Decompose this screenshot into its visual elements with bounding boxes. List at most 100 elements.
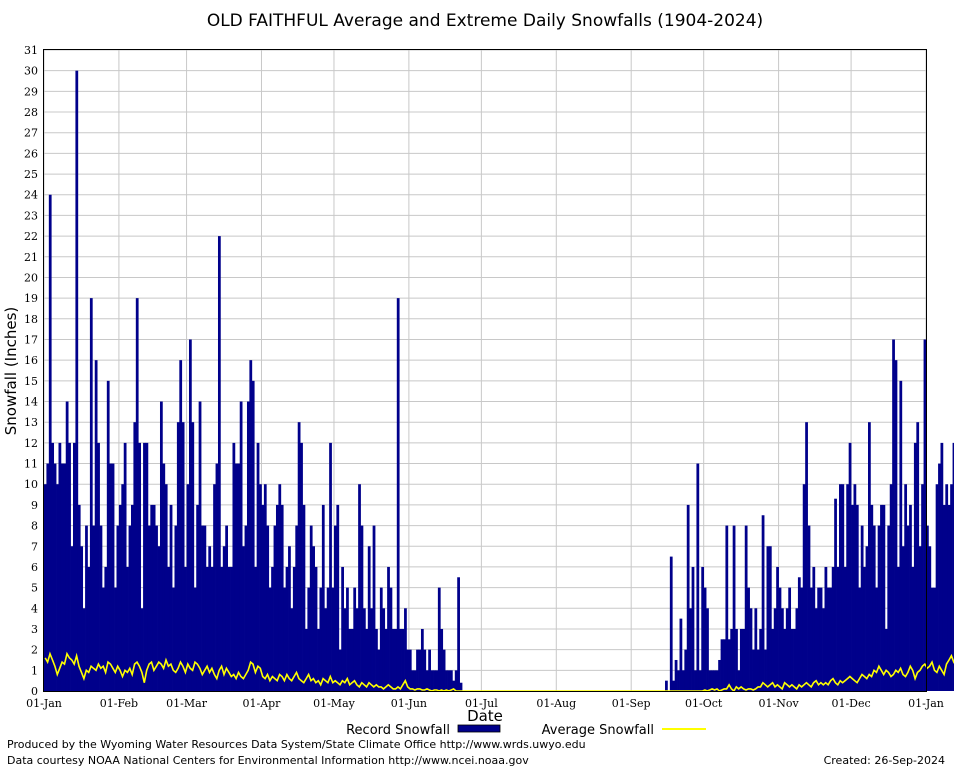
record-bar [44, 484, 47, 691]
y-tick-label: 9 [31, 499, 38, 512]
record-bar [853, 484, 857, 691]
record-bar [126, 566, 129, 691]
record-bar [375, 628, 378, 691]
record-bar [256, 442, 260, 691]
record-bar [768, 546, 772, 691]
record-bar [145, 442, 149, 691]
record-bar [819, 587, 823, 691]
record-bar [725, 525, 729, 691]
record-bar [457, 577, 460, 691]
y-tick-label: 4 [31, 602, 38, 615]
record-bar [82, 608, 86, 691]
record-bar [897, 566, 900, 691]
record-bar [672, 680, 676, 691]
record-bar [150, 504, 154, 691]
record-bar [118, 504, 122, 691]
x-tick-label: 01-Sep [612, 697, 651, 710]
record-bar [940, 442, 944, 691]
record-bar [694, 670, 697, 691]
record-bar [348, 628, 352, 691]
record-bar [215, 463, 219, 691]
record-bar [123, 442, 127, 691]
record-bar [416, 649, 419, 691]
record-bar [698, 670, 702, 691]
record-bar [188, 339, 192, 691]
record-bar [379, 587, 383, 691]
record-bar [94, 360, 98, 691]
y-axis-ticks: 0123456789101112131415161718192021222324… [24, 44, 38, 698]
record-bar [72, 442, 76, 691]
y-tick-label: 16 [24, 354, 38, 367]
record-bar [841, 484, 845, 691]
record-bar [205, 566, 209, 691]
record-bar [387, 566, 390, 691]
record-bar [761, 515, 765, 691]
record-bar [851, 504, 854, 691]
record-bar [904, 484, 908, 691]
record-bar [68, 442, 71, 691]
record-bar [880, 504, 883, 691]
y-tick-label: 6 [31, 561, 38, 574]
record-bar [362, 608, 366, 691]
record-bar [689, 608, 692, 691]
record-bar [266, 525, 270, 691]
record-bar [839, 484, 842, 691]
y-tick-label: 23 [24, 209, 38, 222]
record-bar [708, 670, 712, 691]
record-bar [396, 298, 400, 691]
record-bar [174, 525, 178, 691]
y-tick-label: 12 [24, 437, 38, 450]
record-bar [193, 587, 197, 691]
record-bar [261, 504, 265, 691]
record-bar [754, 608, 758, 691]
record-bar [710, 670, 714, 691]
record-bar [435, 670, 439, 691]
record-bar [297, 422, 301, 691]
record-bar [865, 546, 869, 691]
record-bar [916, 422, 920, 691]
record-bar [246, 401, 250, 691]
record-bar [56, 484, 59, 691]
record-bar [913, 442, 917, 691]
record-bar [911, 566, 915, 691]
record-bar [111, 463, 115, 691]
record-bar [872, 525, 876, 691]
record-bar [290, 608, 294, 691]
record-bar [868, 422, 871, 691]
x-tick-label: 01-May [313, 697, 356, 710]
record-bar [283, 587, 286, 691]
record-bar [140, 608, 144, 691]
record-bar [797, 577, 801, 691]
record-bar [766, 546, 770, 691]
record-bar [138, 442, 142, 691]
record-bar [239, 401, 243, 691]
y-tick-label: 10 [24, 478, 38, 491]
record-bar [319, 587, 323, 691]
record-bar [425, 670, 429, 691]
y-tick-label: 18 [24, 313, 38, 326]
record-bar [665, 680, 668, 691]
record-bar [106, 380, 110, 691]
record-bar [449, 670, 453, 691]
legend-record-swatch [457, 724, 501, 733]
record-bar [285, 566, 289, 691]
record-bar [92, 525, 96, 691]
record-snowfall-bars [44, 70, 954, 691]
record-bar [399, 628, 402, 691]
record-bar [341, 566, 344, 691]
record-bar [785, 608, 789, 691]
y-tick-label: 25 [24, 168, 38, 181]
record-bar [447, 670, 451, 691]
y-tick-label: 3 [31, 623, 38, 636]
record-bar [242, 546, 245, 691]
record-bar [805, 422, 808, 691]
record-bar [372, 525, 376, 691]
x-tick-label: 01-Oct [685, 697, 723, 710]
record-bar [884, 628, 888, 691]
record-bar [730, 628, 734, 691]
record-bar [259, 484, 262, 691]
record-bar [686, 504, 690, 691]
record-bar [430, 670, 434, 691]
record-bar [121, 484, 125, 691]
record-bar [812, 566, 816, 691]
